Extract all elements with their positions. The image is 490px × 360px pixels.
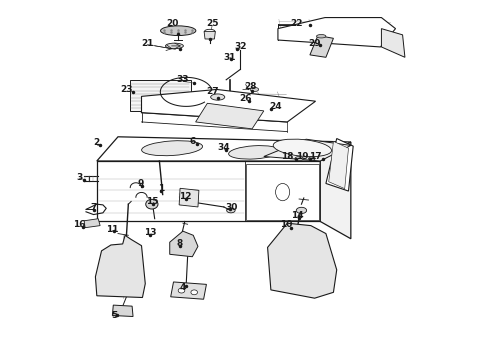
Circle shape bbox=[191, 290, 197, 295]
Ellipse shape bbox=[227, 208, 235, 213]
Polygon shape bbox=[130, 80, 191, 111]
Polygon shape bbox=[196, 103, 264, 129]
Polygon shape bbox=[326, 139, 353, 191]
Text: 18: 18 bbox=[281, 152, 294, 161]
Text: 28: 28 bbox=[245, 82, 257, 91]
Ellipse shape bbox=[250, 87, 259, 91]
Ellipse shape bbox=[142, 141, 202, 156]
Polygon shape bbox=[170, 231, 198, 257]
Text: 12: 12 bbox=[178, 192, 191, 201]
Text: 14: 14 bbox=[292, 211, 304, 220]
Polygon shape bbox=[97, 137, 351, 161]
Polygon shape bbox=[320, 142, 351, 239]
Polygon shape bbox=[268, 223, 337, 298]
Text: 2: 2 bbox=[94, 138, 100, 147]
Text: 20: 20 bbox=[166, 19, 178, 28]
Ellipse shape bbox=[275, 184, 290, 201]
Text: 32: 32 bbox=[234, 42, 246, 51]
Ellipse shape bbox=[296, 207, 307, 213]
Text: 5: 5 bbox=[111, 311, 117, 320]
Polygon shape bbox=[204, 31, 216, 39]
Text: 6: 6 bbox=[189, 137, 196, 146]
Text: 7: 7 bbox=[90, 203, 97, 212]
Text: 10: 10 bbox=[280, 220, 293, 229]
Polygon shape bbox=[97, 161, 320, 221]
Text: 8: 8 bbox=[177, 239, 183, 248]
Text: 31: 31 bbox=[224, 53, 236, 62]
Polygon shape bbox=[112, 305, 133, 316]
Text: 21: 21 bbox=[141, 39, 153, 48]
Polygon shape bbox=[179, 188, 199, 207]
Polygon shape bbox=[381, 29, 405, 57]
Ellipse shape bbox=[273, 139, 332, 157]
Ellipse shape bbox=[317, 35, 326, 38]
Text: 22: 22 bbox=[291, 19, 303, 28]
Ellipse shape bbox=[166, 43, 183, 49]
Ellipse shape bbox=[295, 157, 303, 161]
Text: 17: 17 bbox=[309, 152, 322, 161]
Text: 15: 15 bbox=[146, 197, 158, 206]
Text: 24: 24 bbox=[270, 102, 282, 111]
Polygon shape bbox=[142, 89, 316, 122]
Text: 1: 1 bbox=[158, 184, 164, 193]
Ellipse shape bbox=[161, 26, 196, 36]
Polygon shape bbox=[264, 139, 351, 161]
Text: 16: 16 bbox=[73, 220, 86, 229]
Polygon shape bbox=[310, 36, 333, 57]
Ellipse shape bbox=[146, 199, 158, 209]
Text: 27: 27 bbox=[206, 87, 219, 96]
Text: 19: 19 bbox=[296, 152, 309, 161]
Text: 26: 26 bbox=[239, 94, 251, 103]
Ellipse shape bbox=[204, 29, 215, 33]
Text: 25: 25 bbox=[206, 19, 219, 28]
Ellipse shape bbox=[229, 145, 280, 159]
Text: 33: 33 bbox=[177, 75, 189, 84]
Text: 11: 11 bbox=[106, 225, 119, 234]
Text: 29: 29 bbox=[308, 39, 321, 48]
Text: 9: 9 bbox=[137, 179, 144, 188]
Text: 34: 34 bbox=[218, 143, 230, 152]
Polygon shape bbox=[278, 18, 395, 47]
Ellipse shape bbox=[309, 157, 315, 160]
Text: 13: 13 bbox=[144, 228, 156, 237]
Ellipse shape bbox=[211, 94, 225, 100]
Circle shape bbox=[178, 288, 185, 293]
Text: 23: 23 bbox=[120, 85, 133, 94]
Polygon shape bbox=[246, 165, 319, 220]
Polygon shape bbox=[171, 282, 206, 299]
Text: 3: 3 bbox=[76, 173, 82, 182]
Polygon shape bbox=[329, 141, 348, 189]
Polygon shape bbox=[84, 219, 100, 228]
Text: 4: 4 bbox=[180, 283, 186, 292]
Text: 30: 30 bbox=[225, 203, 238, 212]
Polygon shape bbox=[96, 235, 145, 297]
